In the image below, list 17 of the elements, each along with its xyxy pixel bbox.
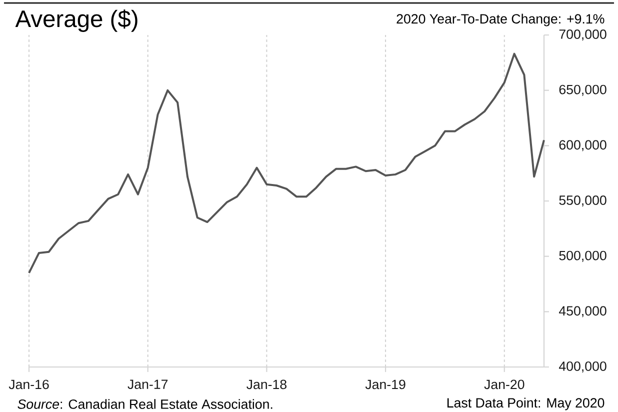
text: Last Data Point: May 2020 (447, 398, 604, 410)
y-tick-label: 550,000 (559, 196, 606, 207)
chart-subtitle: 2020 Year-To-Date Change: +9.1% (396, 14, 604, 26)
x-tick-label: Jan-18 (246, 380, 286, 390)
y-tick-label: 650,000 (559, 84, 606, 96)
x-tick-label: Jan-17 (128, 380, 168, 390)
y-tick-label: 400,000 (558, 361, 606, 373)
y-tick-label: 600,000 (559, 140, 606, 152)
y-tick-label: 450,000 (558, 306, 606, 318)
text: Source: Canadian Real Estate Association. (18, 399, 272, 409)
y-tick-label: 500,000 (559, 250, 606, 262)
x-tick-label: Jan-19 (365, 380, 406, 390)
x-tick-label: Jan-16 (8, 380, 49, 390)
y-tick-label: 700,000 (559, 30, 606, 41)
x-tick-label: Jan-20 (484, 380, 524, 390)
line-series (28, 52, 545, 274)
chart-title: Average ($) (15, 9, 138, 32)
